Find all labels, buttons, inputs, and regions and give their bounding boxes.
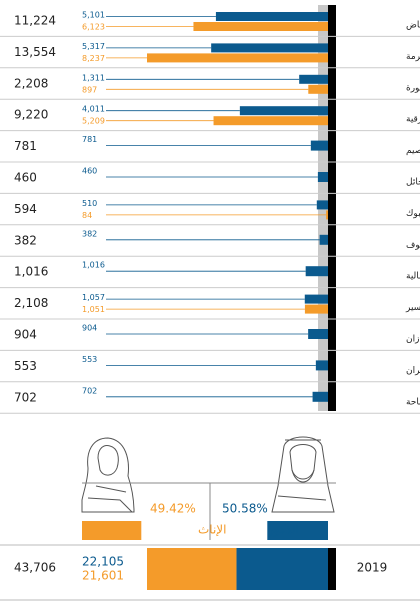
summary-bar xyxy=(236,548,328,590)
total-label: 13,554 xyxy=(14,45,56,59)
bar xyxy=(299,74,328,84)
value-label: 382 xyxy=(82,229,97,238)
total-label: 11,224 xyxy=(14,14,56,28)
bar xyxy=(211,43,328,53)
summary-label: 22,105 xyxy=(82,555,124,569)
value-label: 702 xyxy=(82,386,97,395)
value-label: 4,011 xyxy=(82,105,105,114)
region-name: مكة المكرمة xyxy=(406,52,420,62)
bar xyxy=(315,360,328,371)
value-label: 897 xyxy=(82,85,97,94)
summary-label: 21,601 xyxy=(82,569,124,583)
value-label: 904 xyxy=(82,324,97,333)
bar xyxy=(319,234,328,245)
region-name: القصيم xyxy=(406,146,420,156)
share-box-male xyxy=(267,521,328,540)
legend-label: الإناث xyxy=(198,523,226,537)
region-name: الرياض xyxy=(406,21,420,31)
female-figure xyxy=(81,437,135,513)
total-label: 2,108 xyxy=(14,296,48,310)
value-label: 1,311 xyxy=(82,73,105,82)
value-label: 5,317 xyxy=(82,42,105,51)
bar xyxy=(193,22,328,31)
bar xyxy=(215,12,328,21)
value-label: 553 xyxy=(82,355,97,364)
bar xyxy=(308,329,328,339)
value-label: 510 xyxy=(82,199,97,208)
share-box-female xyxy=(82,521,142,540)
region-name: عسير xyxy=(405,303,420,313)
male-figure xyxy=(271,436,335,513)
summary-total: 43,706 xyxy=(14,561,56,575)
bar xyxy=(317,172,328,182)
total-label: 382 xyxy=(14,233,37,247)
bar xyxy=(316,200,328,210)
total-label: 2,208 xyxy=(14,76,48,90)
bar xyxy=(304,304,328,314)
total-label: 460 xyxy=(14,171,37,185)
bar xyxy=(304,294,328,304)
region-name: نجران xyxy=(406,366,420,376)
total-label: 781 xyxy=(14,139,37,153)
region-name: تبوك xyxy=(406,209,420,219)
region-name: الجوف xyxy=(406,240,420,250)
value-label: 460 xyxy=(82,167,97,176)
bar xyxy=(326,210,328,220)
region-name: المدينة المنورة xyxy=(406,83,420,93)
region-name: الحدود الشمالية xyxy=(406,272,420,282)
value-label: 1,057 xyxy=(82,293,105,302)
black-bar xyxy=(328,548,336,590)
bar xyxy=(147,53,328,63)
total-label: 553 xyxy=(14,359,37,373)
black-bar xyxy=(328,5,336,411)
region-name: الباحة xyxy=(406,397,420,407)
summary-year: 2019 xyxy=(357,561,388,575)
region-name: المنطقة الشرقية xyxy=(406,115,420,125)
bar xyxy=(308,84,328,94)
share-box xyxy=(82,482,336,540)
summary-bar xyxy=(147,548,237,590)
region-name: حائل xyxy=(406,178,420,188)
total-label: 702 xyxy=(14,390,37,404)
share-label: 49.42% xyxy=(150,502,196,516)
total-label: 904 xyxy=(14,328,37,342)
bar xyxy=(312,391,328,402)
bar xyxy=(310,140,328,151)
value-label: 84 xyxy=(82,211,92,220)
total-label: 9,220 xyxy=(14,108,48,122)
total-label: 594 xyxy=(14,202,37,216)
bar xyxy=(305,266,328,277)
value-label: 6,123 xyxy=(82,23,105,32)
bar xyxy=(213,116,328,126)
value-label: 1,016 xyxy=(82,261,105,270)
region-name: جازان xyxy=(406,335,420,345)
value-label: 5,209 xyxy=(82,117,105,126)
value-label: 5,101 xyxy=(82,11,105,20)
value-label: 781 xyxy=(82,135,97,144)
bar xyxy=(239,106,328,116)
value-label: 8,237 xyxy=(82,54,105,63)
legend-label: الذكور xyxy=(267,523,299,538)
value-label: 1,051 xyxy=(82,305,105,314)
total-label: 1,016 xyxy=(14,265,48,279)
share-label: 50.58% xyxy=(222,502,268,516)
